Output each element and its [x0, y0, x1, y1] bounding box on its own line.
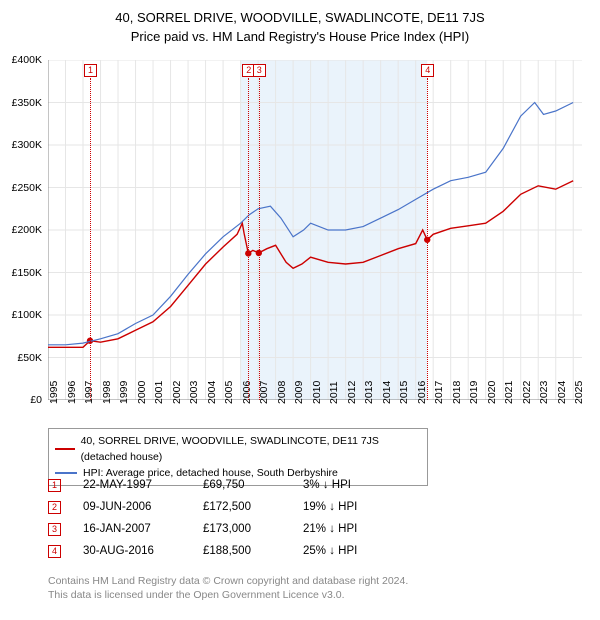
x-tick-label: 2009	[293, 381, 305, 404]
event-num-box: 4	[48, 545, 61, 558]
event-pct: 21% ↓ HPI	[303, 523, 413, 535]
x-tick-label: 2001	[153, 381, 165, 404]
y-tick-label: £250K	[12, 182, 42, 194]
x-tick-label: 2002	[171, 381, 183, 404]
event-marker-box: 1	[84, 64, 97, 77]
x-tick-label: 1999	[118, 381, 130, 404]
event-row: 2 09-JUN-2006£172,50019% ↓ HPI	[48, 496, 413, 518]
event-marker-box: 3	[253, 64, 266, 77]
legend-swatch	[55, 448, 75, 450]
event-price: £173,000	[203, 523, 303, 535]
x-tick-label: 2008	[276, 381, 288, 404]
event-pct: 19% ↓ HPI	[303, 501, 413, 513]
event-num-box: 2	[48, 501, 61, 514]
x-tick-label: 2019	[468, 381, 480, 404]
x-tick-label: 2010	[311, 381, 323, 404]
footer: Contains HM Land Registry data © Crown c…	[48, 574, 408, 602]
event-date: 30-AUG-2016	[83, 545, 203, 557]
footer-line1: Contains HM Land Registry data © Crown c…	[48, 574, 408, 588]
x-tick-label: 2004	[206, 381, 218, 404]
events-table: 122-MAY-1997£69,7503% ↓ HPI209-JUN-2006£…	[48, 474, 413, 562]
y-tick-label: £300K	[12, 139, 42, 151]
event-price: £69,750	[203, 479, 303, 491]
x-tick-label: 1997	[83, 381, 95, 404]
x-tick-label: 2016	[416, 381, 428, 404]
x-tick-label: 2003	[188, 381, 200, 404]
x-tick-label: 2013	[363, 381, 375, 404]
event-date: 16-JAN-2007	[83, 523, 203, 535]
x-tick-label: 2024	[556, 381, 568, 404]
chart-title-address: 40, SORREL DRIVE, WOODVILLE, SWADLINCOTE…	[0, 0, 600, 25]
x-tick-label: 2017	[433, 381, 445, 404]
footer-line2: This data is licensed under the Open Gov…	[48, 588, 408, 602]
event-row: 1 22-MAY-1997£69,7503% ↓ HPI	[48, 474, 413, 496]
y-tick-label: £150K	[12, 267, 42, 279]
page: 40, SORREL DRIVE, WOODVILLE, SWADLINCOTE…	[0, 0, 600, 620]
y-tick-label: £200K	[12, 224, 42, 236]
event-row: 3 16-JAN-2007£173,00021% ↓ HPI	[48, 518, 413, 540]
x-tick-label: 2022	[521, 381, 533, 404]
chart-area: £0£50K£100K£150K£200K£250K£300K£350K£400…	[48, 60, 582, 400]
x-tick-label: 2015	[398, 381, 410, 404]
legend-item: 40, SORREL DRIVE, WOODVILLE, SWADLINCOTE…	[55, 433, 421, 465]
y-tick-label: £0	[30, 394, 42, 406]
x-tick-label: 2025	[573, 381, 585, 404]
event-num-box: 1	[48, 479, 61, 492]
y-tick-label: £50K	[17, 352, 42, 364]
x-tick-label: 2007	[258, 381, 270, 404]
x-tick-label: 2005	[223, 381, 235, 404]
event-marker-line	[427, 78, 428, 400]
event-marker-line	[248, 78, 249, 400]
event-marker-line	[259, 78, 260, 400]
y-tick-label: £400K	[12, 54, 42, 66]
event-row: 4 30-AUG-2016£188,50025% ↓ HPI	[48, 540, 413, 562]
event-date: 22-MAY-1997	[83, 479, 203, 491]
chart-svg	[48, 60, 582, 400]
event-num-box: 3	[48, 523, 61, 536]
chart-title-sub: Price paid vs. HM Land Registry's House …	[0, 25, 600, 44]
x-tick-label: 2012	[346, 381, 358, 404]
x-tick-label: 2018	[451, 381, 463, 404]
x-tick-label: 2023	[538, 381, 550, 404]
event-price: £172,500	[203, 501, 303, 513]
x-tick-label: 1998	[101, 381, 113, 404]
event-price: £188,500	[203, 545, 303, 557]
event-pct: 25% ↓ HPI	[303, 545, 413, 557]
event-marker-line	[90, 78, 91, 400]
x-tick-label: 2021	[503, 381, 515, 404]
x-tick-label: 1996	[66, 381, 78, 404]
x-tick-label: 2000	[136, 381, 148, 404]
y-tick-label: £100K	[12, 309, 42, 321]
y-tick-label: £350K	[12, 97, 42, 109]
event-date: 09-JUN-2006	[83, 501, 203, 513]
x-tick-label: 2006	[241, 381, 253, 404]
x-tick-label: 2011	[328, 381, 340, 404]
x-tick-label: 2014	[381, 381, 393, 404]
x-tick-label: 2020	[486, 381, 498, 404]
event-pct: 3% ↓ HPI	[303, 479, 413, 491]
event-marker-box: 4	[421, 64, 434, 77]
legend-label: 40, SORREL DRIVE, WOODVILLE, SWADLINCOTE…	[81, 433, 421, 465]
x-tick-label: 1995	[48, 381, 60, 404]
